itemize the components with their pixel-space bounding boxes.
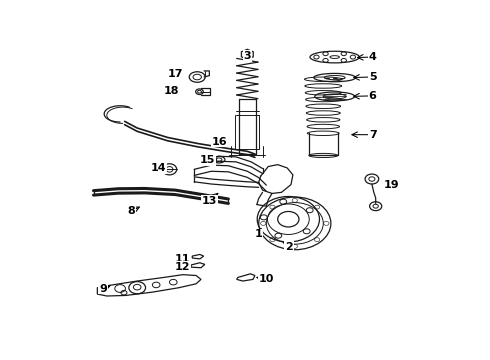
Text: 17: 17 <box>168 69 184 79</box>
Text: 19: 19 <box>384 180 399 190</box>
Circle shape <box>245 52 250 57</box>
Text: 11: 11 <box>175 254 191 264</box>
Text: 5: 5 <box>369 72 376 82</box>
Text: 7: 7 <box>369 130 376 140</box>
Text: 16: 16 <box>212 136 228 147</box>
Text: 9: 9 <box>99 284 107 293</box>
Text: 14: 14 <box>150 163 166 174</box>
Text: 4: 4 <box>368 52 377 62</box>
Text: 2: 2 <box>285 242 293 252</box>
Text: 6: 6 <box>368 91 377 101</box>
Text: 8: 8 <box>127 206 135 216</box>
Text: 1: 1 <box>255 229 263 239</box>
Text: 10: 10 <box>259 274 274 284</box>
Text: 15: 15 <box>200 155 215 165</box>
Text: 12: 12 <box>175 262 191 272</box>
Text: 3: 3 <box>244 51 251 61</box>
Text: 18: 18 <box>164 86 179 96</box>
Text: 13: 13 <box>202 196 217 206</box>
